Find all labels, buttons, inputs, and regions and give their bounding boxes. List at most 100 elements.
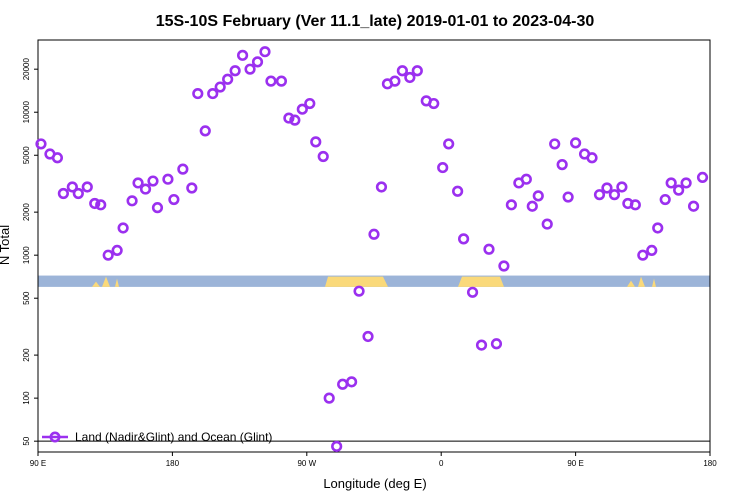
data-point	[117, 222, 129, 234]
data-point	[396, 65, 408, 77]
data-point	[168, 193, 180, 206]
data-point	[214, 81, 226, 93]
data-point	[569, 137, 582, 149]
data-point	[337, 378, 349, 390]
land-band	[652, 278, 656, 287]
y-tick-label: 100	[22, 391, 31, 405]
data-point	[652, 222, 664, 234]
data-point	[139, 183, 152, 195]
data-point	[353, 285, 365, 297]
data-point	[151, 202, 164, 214]
y-axis-label: N Total	[0, 225, 12, 265]
data-point	[222, 73, 234, 85]
y-axis-ticks: 50 100 200 500 1000 2000 5000 10000 20000	[22, 58, 38, 446]
x-tick-label: 180	[703, 459, 717, 468]
data-point	[199, 125, 211, 137]
data-point	[673, 184, 685, 196]
data-point	[317, 150, 329, 163]
legend-marker-icon	[49, 431, 61, 443]
plot-frame	[37, 39, 711, 453]
x-tick-label: 90 E	[30, 459, 46, 468]
data-point	[186, 182, 198, 194]
data-point	[389, 75, 401, 87]
data-point	[483, 243, 495, 255]
data-point	[532, 190, 544, 202]
data-point	[490, 338, 503, 350]
y-tick-label: 200	[22, 348, 31, 362]
data-point	[646, 244, 658, 256]
data-point	[229, 65, 241, 77]
data-point	[296, 103, 308, 115]
data-point	[362, 330, 374, 343]
data-point	[475, 339, 488, 351]
data-point	[251, 56, 264, 68]
data-point	[443, 138, 455, 150]
data-point	[526, 200, 538, 212]
land-band	[92, 281, 100, 287]
data-point	[207, 87, 219, 100]
data-point	[259, 46, 271, 58]
x-tick-label: 180	[166, 459, 180, 468]
data-point	[549, 138, 561, 150]
data-point	[89, 197, 101, 210]
y-tick-label: 1000	[22, 246, 31, 264]
data-point	[126, 195, 138, 207]
land-band	[627, 280, 635, 287]
data-point	[665, 177, 677, 189]
y-tick-label: 50	[22, 436, 31, 445]
data-point	[304, 97, 316, 110]
land-band	[638, 276, 645, 287]
data-point	[289, 114, 301, 126]
data-point	[51, 152, 64, 164]
data-point	[452, 185, 464, 197]
data-point	[616, 181, 628, 193]
data-point	[659, 193, 671, 206]
data-point	[593, 189, 606, 201]
data-point	[310, 136, 322, 148]
data-point	[35, 138, 47, 150]
data-point	[323, 392, 335, 404]
data-point	[680, 177, 692, 189]
data-point	[404, 71, 416, 84]
y-tick-label: 20000	[22, 58, 31, 81]
data-point	[236, 49, 249, 61]
data-point	[66, 181, 78, 193]
data-points	[35, 46, 709, 452]
data-point	[346, 376, 358, 388]
x-tick-label: 0	[439, 459, 444, 468]
data-point	[437, 161, 449, 174]
land-band	[102, 276, 110, 287]
data-point	[520, 173, 532, 185]
chart-title: 15S-10S February (Ver 11.1_late) 2019-01…	[156, 13, 595, 30]
legend-series-label: Land (Nadir&Glint) and Ocean (Glint)	[75, 430, 272, 444]
land-band	[325, 276, 388, 287]
data-point	[541, 218, 553, 230]
data-point	[331, 440, 343, 452]
y-tick-label: 10000	[22, 101, 31, 124]
data-point	[368, 228, 380, 240]
data-point	[458, 233, 470, 245]
data-point	[81, 181, 93, 193]
data-point	[275, 75, 288, 87]
data-point	[162, 173, 174, 185]
data-point	[428, 97, 440, 110]
data-point	[95, 199, 107, 211]
data-point	[466, 286, 479, 298]
data-point	[375, 181, 388, 193]
land-band	[115, 278, 119, 287]
x-tick-label: 90 W	[297, 459, 316, 468]
surface-type-band	[38, 275, 710, 287]
y-tick-label: 500	[22, 291, 31, 305]
data-point	[283, 112, 295, 124]
data-point	[111, 244, 123, 256]
y-tick-label: 5000	[22, 146, 31, 164]
legend: Land (Nadir&Glint) and Ocean (Glint)	[42, 430, 272, 444]
y-tick-label: 2000	[22, 203, 31, 221]
data-point	[132, 177, 144, 189]
data-point	[586, 152, 598, 164]
data-point	[556, 159, 568, 171]
data-point	[57, 187, 69, 200]
land-band	[458, 276, 504, 287]
data-point	[411, 65, 423, 77]
